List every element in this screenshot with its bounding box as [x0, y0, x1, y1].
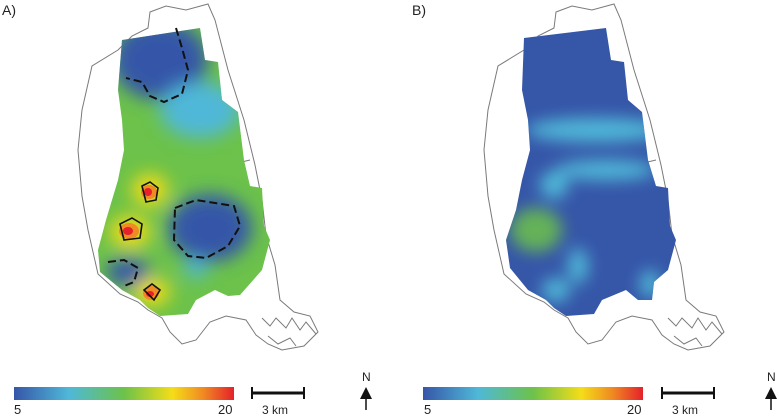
panel-a-letter: A): [2, 2, 16, 18]
panel-b-scalebar: [661, 387, 715, 399]
contour-line: [172, 198, 242, 260]
panel-a-raster: [98, 28, 270, 316]
panel-b-raster: [506, 28, 676, 316]
panel-a-map: [77, 3, 319, 351]
island-outline: [483, 3, 725, 351]
contour-line: [119, 217, 143, 241]
contour-line: [141, 181, 159, 203]
north-arrow-icon: [360, 387, 372, 410]
panel-a-colorbar: [14, 387, 234, 400]
north-label: N: [362, 370, 371, 384]
north-arrow-icon: [765, 387, 777, 410]
north-label: N: [767, 370, 776, 384]
colorbar-min-label: 5: [424, 402, 432, 417]
panel-b-map: [483, 3, 725, 351]
colorbar-min-label: 5: [14, 402, 22, 417]
colorbar-max-label: 20: [627, 402, 642, 417]
scalebar-label: 3 km: [262, 403, 289, 417]
island-outline: [77, 3, 319, 351]
colorbar-max-label: 20: [218, 402, 233, 417]
panel-b-colorbar: [423, 387, 643, 400]
scalebar-label: 3 km: [672, 403, 699, 417]
contour-line: [107, 258, 140, 287]
panel-a-scalebar: [251, 387, 305, 399]
contour-line: [125, 27, 190, 104]
coast-detail: [667, 317, 723, 347]
panel-b-letter: B): [412, 2, 426, 18]
contour-line: [142, 283, 162, 302]
coast-detail: [261, 317, 317, 347]
